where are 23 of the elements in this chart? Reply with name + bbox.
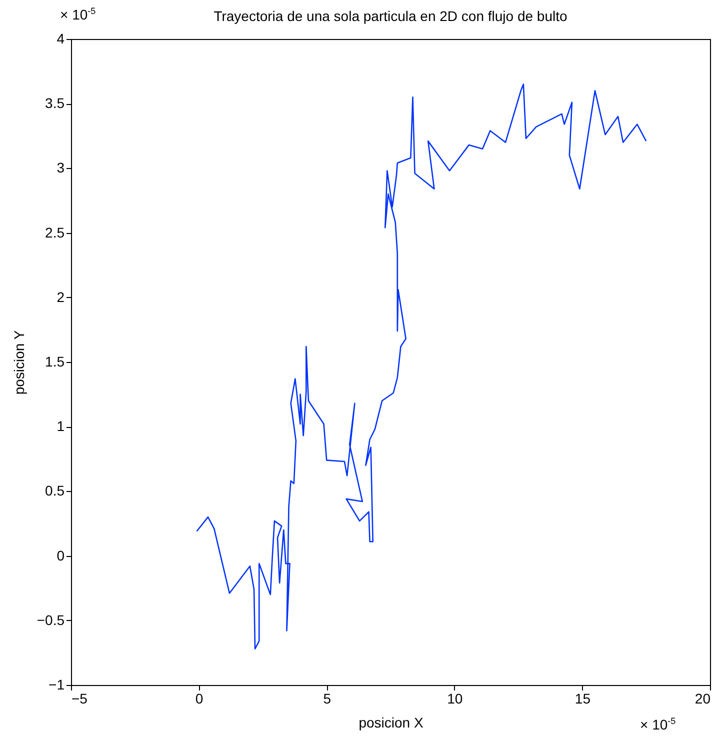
x-tick-label: 0: [195, 690, 204, 706]
y-axis-title: posicion Y: [10, 330, 27, 395]
y-tick-label: 2.5: [45, 224, 65, 240]
x-tick-label: 10: [447, 690, 463, 706]
x-tick-label: −5: [72, 690, 88, 706]
y-tick-label: −0.5: [36, 612, 65, 628]
chart-title: Trayectoria de una sola particula en 2D con flujo de bulto: [214, 8, 568, 24]
y-tick-label: 2: [56, 288, 65, 305]
x-axis-title: posicion X: [358, 714, 424, 730]
y-tick-label: 1: [56, 418, 65, 434]
x-tick-label: 15: [574, 690, 591, 706]
x-tick-label: 20: [694, 690, 711, 706]
x-tick-label: 5: [323, 690, 332, 706]
y-tick-label: 0.5: [45, 482, 65, 499]
y-tick-label: 1.5: [45, 354, 65, 370]
y-tick-label: 0: [56, 547, 65, 564]
y-tick-label: 3.5: [45, 95, 65, 112]
y-tick-label: −1: [48, 676, 65, 692]
y-tick-label: 3: [56, 160, 65, 176]
line-series: [196, 84, 647, 650]
y-tick-label: 4: [56, 30, 65, 46]
text: × 10$^{-5}$: [60, 6, 96, 23]
text: × 10$^{-5}$: [640, 716, 676, 733]
